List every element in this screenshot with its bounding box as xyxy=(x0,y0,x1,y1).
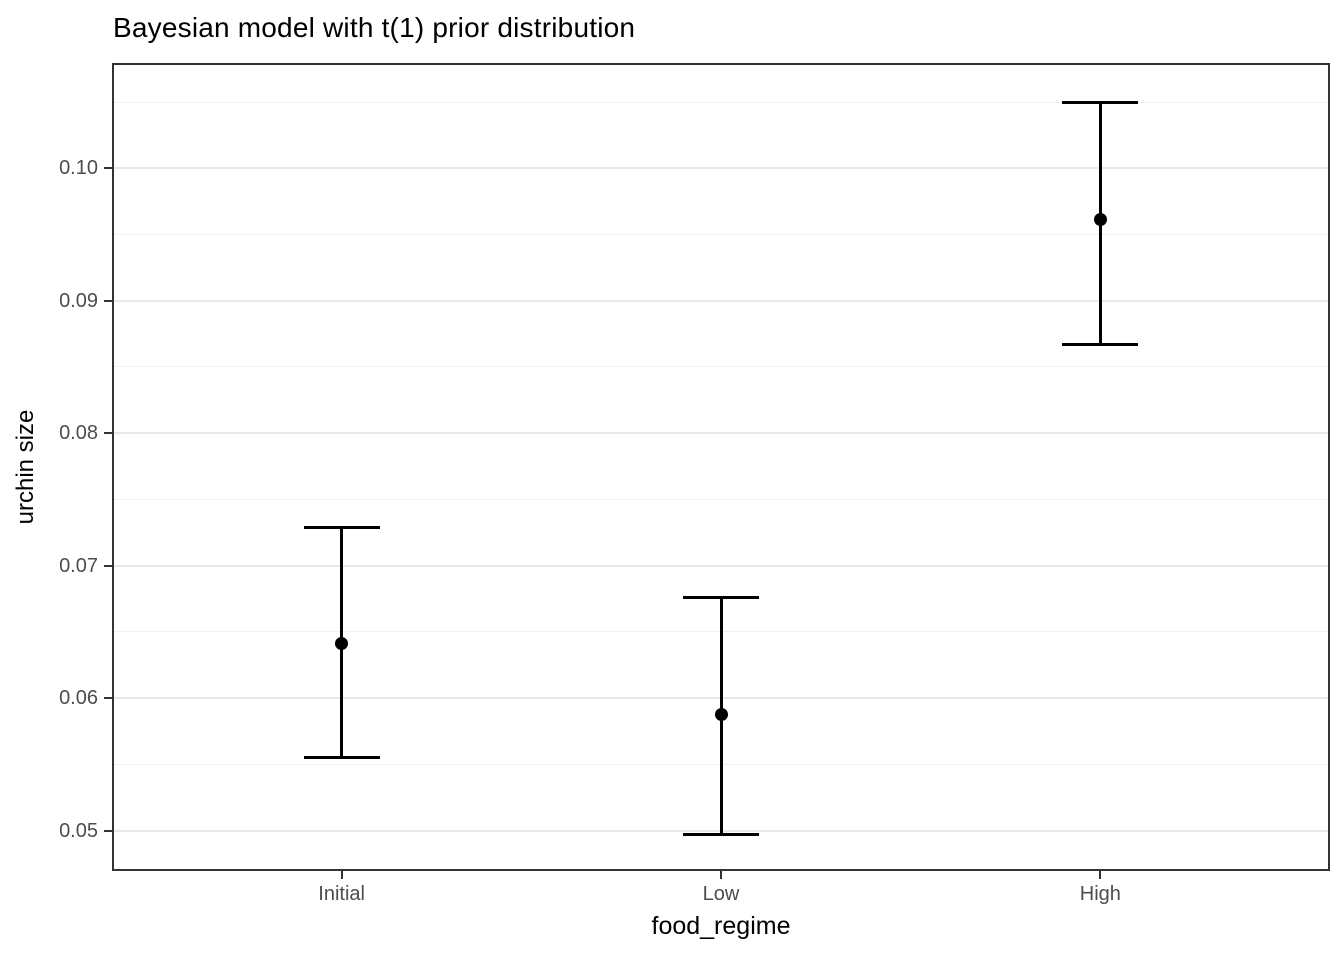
minor-gridline xyxy=(114,498,1328,500)
y-tick-label: 0.05 xyxy=(59,819,98,842)
x-tick-label: Low xyxy=(702,883,740,905)
plot-panel xyxy=(112,63,1330,871)
data-point xyxy=(714,707,728,721)
y-tick-mark xyxy=(104,829,112,832)
minor-gridline xyxy=(114,234,1328,236)
y-tick-mark xyxy=(104,697,112,700)
y-tick-mark xyxy=(104,564,112,567)
major-gridline xyxy=(114,564,1328,567)
x-tick-label: Initial xyxy=(318,883,365,905)
major-gridline xyxy=(114,432,1328,435)
y-tick-label: 0.07 xyxy=(59,554,98,577)
major-gridline xyxy=(114,299,1328,302)
plot-title: Bayesian model with t(1) prior distribut… xyxy=(113,12,636,43)
error-bar-lower-cap xyxy=(303,756,380,760)
x-tick-mark xyxy=(340,871,343,879)
minor-gridline xyxy=(114,366,1328,368)
y-tick-label: 0.08 xyxy=(59,422,98,445)
error-bar-upper-cap xyxy=(1062,100,1139,104)
error-bar-lower-cap xyxy=(683,833,759,837)
x-tick-label: High xyxy=(1079,883,1121,905)
data-point xyxy=(1093,213,1107,227)
minor-gridline xyxy=(114,101,1328,103)
data-point xyxy=(335,637,349,651)
x-axis-title: food_regime xyxy=(651,912,791,940)
y-tick-mark xyxy=(104,432,112,435)
x-tick-mark xyxy=(1099,871,1102,879)
y-tick-label: 0.09 xyxy=(59,289,98,312)
error-bar-upper-cap xyxy=(303,525,380,529)
y-tick-label: 0.10 xyxy=(59,157,98,180)
error-bar-upper-cap xyxy=(683,595,759,599)
y-tick-label: 0.06 xyxy=(59,687,98,710)
x-tick-mark xyxy=(720,871,722,879)
error-bar-lower-cap xyxy=(1062,342,1139,346)
y-tick-mark xyxy=(104,167,112,170)
y-tick-mark xyxy=(104,299,112,302)
major-gridline xyxy=(114,167,1328,170)
